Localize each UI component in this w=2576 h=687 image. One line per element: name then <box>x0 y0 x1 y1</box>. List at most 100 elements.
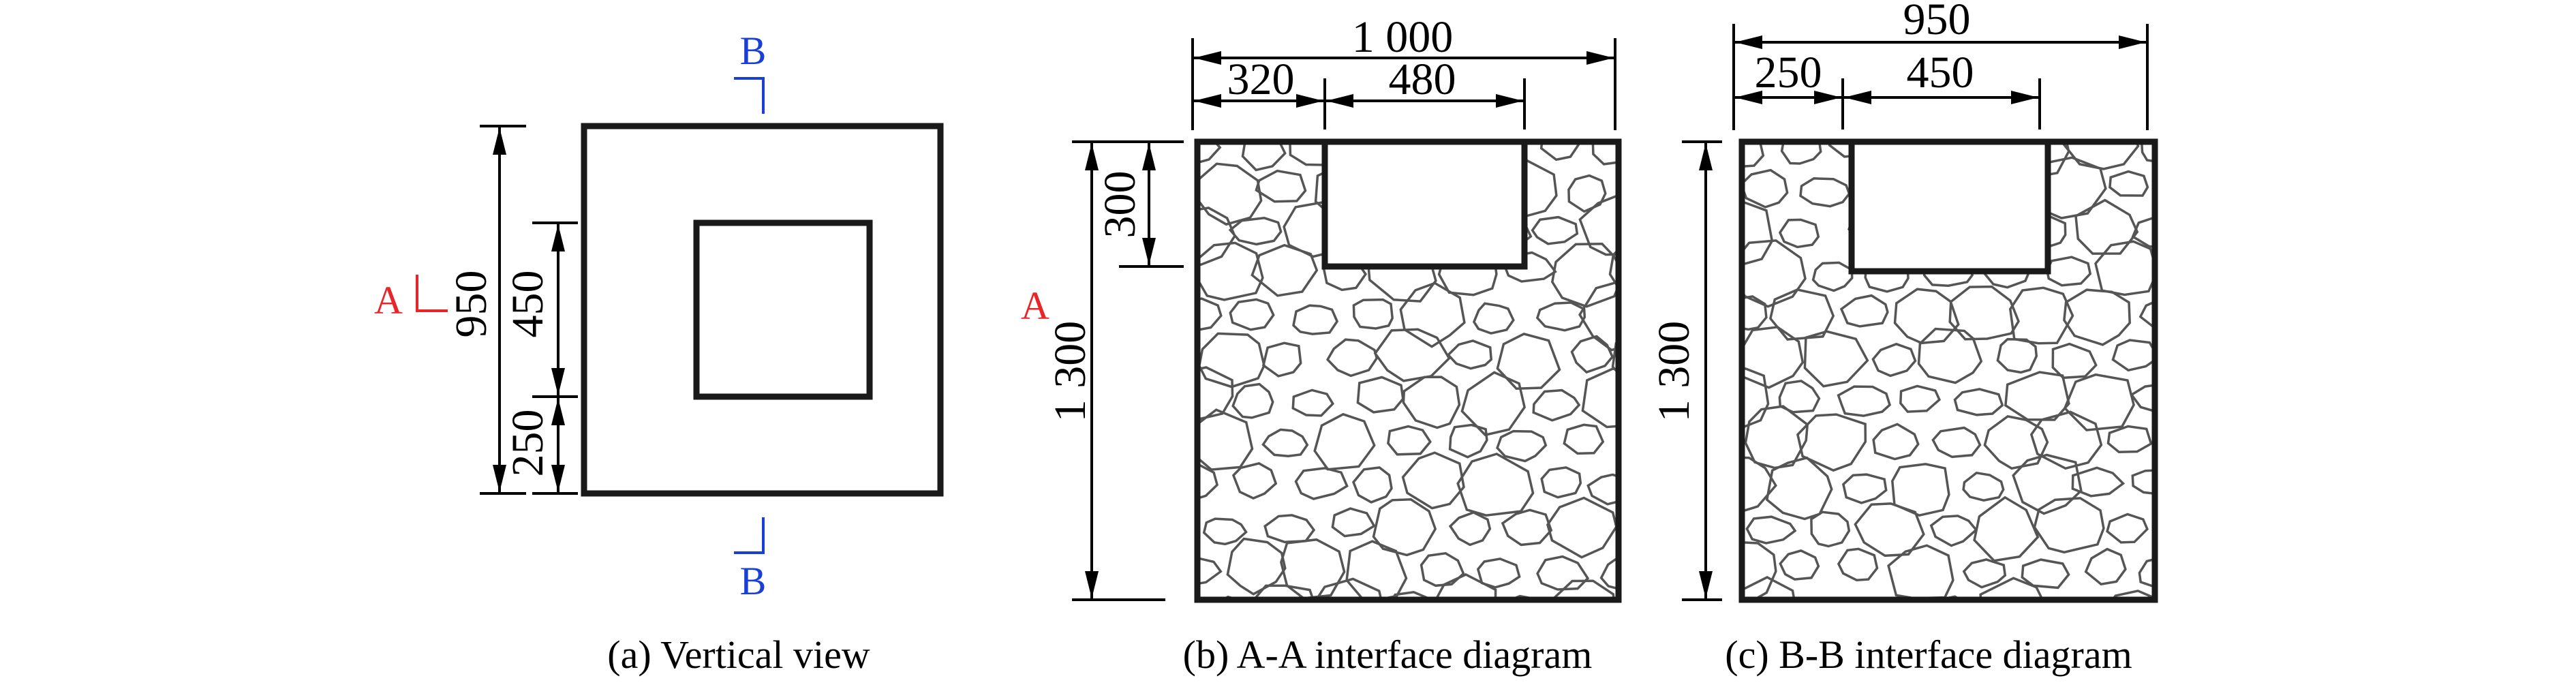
stone <box>2008 286 2074 345</box>
stone <box>1742 576 1796 600</box>
stone <box>2140 142 2155 163</box>
stone <box>1581 367 1619 429</box>
stone <box>1578 280 1619 352</box>
stone <box>1448 423 1488 459</box>
stone <box>1535 301 1586 332</box>
stone <box>1623 506 1663 536</box>
stone <box>2166 245 2231 299</box>
stone <box>1841 473 1888 504</box>
stone <box>2163 333 2227 391</box>
stone <box>1289 142 1338 166</box>
stone <box>1778 380 1821 414</box>
stone <box>1496 333 1561 390</box>
stone <box>1456 453 1535 517</box>
stone <box>1931 426 1982 459</box>
stone <box>1778 218 1820 249</box>
stone <box>2131 469 2155 495</box>
dim-label-950: 950 <box>446 271 496 338</box>
stone <box>1197 297 1223 331</box>
stone <box>1877 598 1899 600</box>
section-b-marker-bottom <box>734 517 765 554</box>
stone <box>1810 510 1851 548</box>
stone <box>2051 342 2098 380</box>
stone <box>1229 298 1275 331</box>
section-outline <box>1738 138 2158 603</box>
stone <box>1799 177 1851 208</box>
stone <box>1891 463 1950 517</box>
stone <box>1621 422 1667 455</box>
stone <box>2084 547 2127 586</box>
caption-b: (b) A-A interface diagram <box>1183 632 1593 677</box>
stone <box>2111 590 2155 600</box>
stone <box>2045 256 2092 287</box>
stone <box>1839 294 1889 328</box>
stone <box>1313 412 1376 471</box>
panel-a-a-section: 1 000 320 480 1 300 300 (b) A-A interfac… <box>1045 12 1667 677</box>
stone <box>1420 551 1465 587</box>
stone <box>1351 466 1393 504</box>
stone <box>2070 599 2073 600</box>
stone <box>1586 473 1619 506</box>
section-a-label: A <box>374 278 403 322</box>
stone <box>1401 451 1465 510</box>
stone <box>1765 456 1833 521</box>
stone <box>1197 162 1263 226</box>
stone <box>2094 240 2155 296</box>
stone <box>1591 142 1619 166</box>
stone <box>1197 366 1234 421</box>
stone <box>1434 573 1497 600</box>
stone <box>2106 425 2153 453</box>
stone <box>1280 538 1346 600</box>
section-b-label-top: B <box>740 29 767 73</box>
stone <box>1331 507 1376 538</box>
stone <box>1871 342 1917 378</box>
stone <box>2063 373 2135 431</box>
stone <box>1796 413 1867 472</box>
stone <box>1887 544 1954 600</box>
section-outline <box>1194 138 1622 603</box>
stone <box>1197 142 1222 164</box>
stone <box>1742 326 1805 389</box>
stone <box>2174 511 2220 536</box>
dim-label-1000: 1 000 <box>1352 12 1454 62</box>
dim-label-300: 300 <box>1095 171 1145 239</box>
stone <box>2131 216 2155 249</box>
stone <box>1917 327 1983 384</box>
stone <box>1496 429 1548 463</box>
stone <box>1550 243 1619 308</box>
stone <box>1803 330 1869 388</box>
dim-label-250: 250 <box>503 410 553 477</box>
stone <box>2160 171 2211 204</box>
stone <box>1372 498 1437 557</box>
stone <box>2063 288 2131 346</box>
stone <box>1570 335 1614 374</box>
section-a-label-right: A <box>1021 284 1049 328</box>
dim-label-320: 320 <box>1227 55 1295 104</box>
stone <box>2033 497 2105 554</box>
stone <box>1241 142 1287 172</box>
stone <box>2109 170 2149 197</box>
stone <box>2138 300 2155 329</box>
dim-label-1300: 1 300 <box>1045 321 1095 423</box>
stone <box>1197 207 1236 266</box>
stone <box>1202 517 1248 546</box>
stone <box>1448 510 1492 547</box>
stone <box>1769 288 1835 341</box>
stone <box>1356 376 1405 414</box>
stone <box>2074 198 2139 255</box>
stone <box>1742 295 1768 331</box>
inner-opening <box>693 219 873 400</box>
stone <box>1291 388 1335 417</box>
stone <box>1616 168 1619 200</box>
stone <box>2012 453 2083 515</box>
stone <box>1567 174 1607 213</box>
stone <box>1742 456 1777 513</box>
stone <box>1197 332 1266 388</box>
stone <box>1962 471 2005 502</box>
stone <box>1829 597 1847 600</box>
stone <box>1294 467 1349 500</box>
stone <box>1402 376 1461 429</box>
dim-label-480: 480 <box>1389 55 1456 104</box>
stone <box>1745 515 1797 545</box>
